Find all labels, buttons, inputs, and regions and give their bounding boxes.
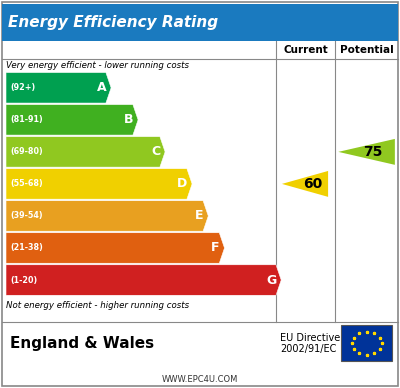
Text: (39-54): (39-54) [11,211,44,220]
Text: (69-80): (69-80) [11,147,44,156]
Text: WWW.EPC4U.COM: WWW.EPC4U.COM [162,375,238,384]
Text: England & Wales: England & Wales [10,336,154,351]
Polygon shape [6,105,138,135]
Polygon shape [338,139,395,165]
Polygon shape [6,265,281,295]
Text: B: B [124,113,133,126]
Polygon shape [6,73,111,103]
Text: D: D [177,177,187,191]
Text: (1-20): (1-20) [11,275,38,284]
Text: (92+): (92+) [11,83,36,92]
Text: Not energy efficient - higher running costs: Not energy efficient - higher running co… [6,301,189,310]
Text: Current: Current [283,45,328,55]
Text: C: C [151,146,160,158]
Bar [342,326,392,361]
Text: F: F [211,241,220,255]
Text: Energy Efficiency Rating: Energy Efficiency Rating [8,15,218,30]
Text: Potential: Potential [340,45,394,55]
Text: 60: 60 [303,177,323,191]
Text: G: G [266,274,276,286]
Text: (81-91): (81-91) [11,115,44,124]
Text: 75: 75 [363,145,382,159]
Polygon shape [6,137,165,167]
Text: (55-68): (55-68) [11,179,44,189]
Text: A: A [97,81,106,94]
Bar [2,4,398,41]
Text: EU Directive
2002/91/EC: EU Directive 2002/91/EC [280,333,340,354]
Polygon shape [6,233,224,263]
Polygon shape [6,169,192,199]
Polygon shape [6,201,208,231]
Polygon shape [282,171,328,197]
Text: (21-38): (21-38) [11,244,44,253]
Text: E: E [195,210,204,222]
Text: Very energy efficient - lower running costs: Very energy efficient - lower running co… [6,61,189,70]
